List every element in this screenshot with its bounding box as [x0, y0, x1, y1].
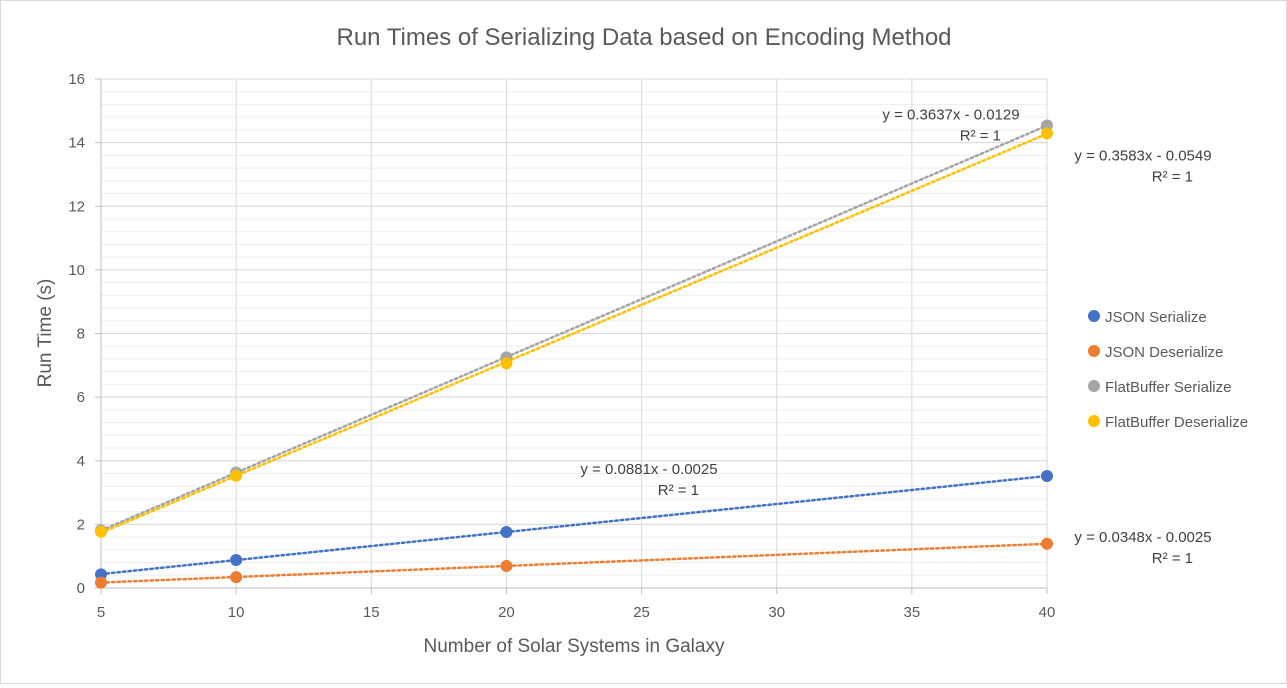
data-point: [1041, 127, 1053, 140]
legend-marker: [1088, 345, 1100, 357]
data-point: [500, 560, 513, 573]
trendline: [99, 132, 1049, 535]
trendline: [99, 474, 1049, 576]
y-tick-label: 4: [77, 453, 85, 470]
y-axis-title: Run Time (s): [35, 279, 56, 388]
y-tick-label: 16: [68, 71, 85, 88]
trendline-equation: y = 0.3583x - 0.0549: [1074, 147, 1211, 164]
trendline-r-squared: R² = 1: [1152, 550, 1193, 567]
trendline-equation: y = 0.0348x - 0.0025: [1074, 529, 1211, 546]
legend-marker: [1088, 415, 1100, 427]
data-point: [1041, 470, 1053, 483]
y-tick-label: 6: [77, 389, 85, 406]
y-tick-label: 8: [77, 326, 85, 343]
chart-title: Run Times of Serializing Data based on E…: [336, 24, 951, 51]
x-axis-title: Number of Solar Systems in Galaxy: [424, 636, 725, 657]
legend-label: FlatBuffer Serialize: [1105, 379, 1231, 396]
gridlines: [100, 78, 1048, 589]
trendline-equation: y = 0.3637x - 0.0129: [882, 106, 1019, 123]
trendline: [99, 542, 1049, 584]
y-tick-label: 14: [68, 135, 85, 152]
x-tick-label: 35: [904, 604, 921, 621]
trendline-r-squared: R² = 1: [1152, 168, 1193, 185]
data-point: [230, 554, 243, 567]
y-tick-label: 10: [68, 262, 85, 279]
y-tick-label: 12: [68, 198, 85, 215]
legend-marker: [1088, 380, 1100, 392]
data-point: [95, 568, 107, 581]
data-point: [230, 469, 243, 482]
x-tick-label: 5: [97, 604, 105, 621]
x-tick-label: 15: [363, 604, 380, 621]
data-point: [230, 571, 243, 584]
data-point: [1041, 537, 1053, 550]
y-tick-label: 2: [77, 516, 85, 533]
x-tick-label: 20: [498, 604, 515, 621]
x-tick-label: 25: [633, 604, 650, 621]
trendlines: [99, 124, 1049, 584]
trendline: [99, 124, 1049, 532]
trendline-equation: y = 0.0881x - 0.0025: [580, 461, 717, 478]
x-tick-label: 10: [228, 604, 245, 621]
legend: JSON Serialize JSON Deserialize FlatBuffer…: [1088, 309, 1248, 431]
trendline-equations: y = 0.0881x - 0.0025 R² = 1 y = 0.0348x - …: [580, 106, 1211, 566]
legend-label: JSON Serialize: [1105, 309, 1207, 326]
x-tick-label: 30: [768, 604, 785, 621]
data-point: [500, 357, 513, 370]
trendline-r-squared: R² = 1: [658, 482, 699, 499]
legend-marker: [1088, 310, 1100, 322]
axes: 0 2 4 6 8 10 12 14 16 5 10 15 20 25 30 35 40: [68, 71, 1055, 621]
legend-label: FlatBuffer Deserialize: [1105, 414, 1248, 431]
legend-label: JSON Deserialize: [1105, 344, 1223, 361]
x-tick-label: 40: [1039, 604, 1056, 621]
data-point: [95, 525, 107, 538]
data-point: [500, 526, 513, 539]
trendline-r-squared: R² = 1: [960, 127, 1001, 144]
data-points: [95, 119, 1053, 589]
data-point: [95, 576, 107, 589]
y-tick-label: 0: [77, 580, 85, 597]
